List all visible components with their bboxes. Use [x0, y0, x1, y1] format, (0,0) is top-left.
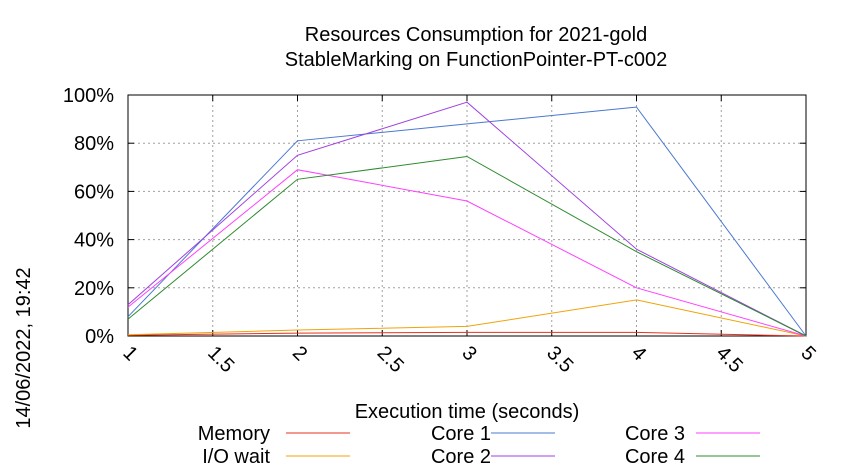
x-tick-label: 3.5: [542, 342, 577, 377]
chart-title-line1: Resources Consumption for 2021-gold: [305, 24, 647, 46]
legend-label-core-1: Core 1: [431, 423, 491, 445]
timestamp-label: 14/06/2022, 19:42: [13, 267, 35, 428]
legend-label-core-2: Core 2: [431, 446, 491, 468]
legend-label-core-4: Core 4: [625, 446, 685, 468]
x-axis-label: Execution time (seconds): [355, 401, 580, 423]
series-line-memory: [127, 331, 807, 337]
x-tick-label: 4: [627, 342, 650, 365]
series-line-core-3: [127, 169, 807, 337]
y-tick-label: 100%: [63, 85, 114, 107]
chart-title-line2: StableMarking on FunctionPointer-PT-c002: [285, 49, 667, 71]
series-layer: [127, 101, 807, 337]
y-tick-label: 60%: [74, 181, 114, 203]
x-tick-label: 5: [796, 342, 819, 365]
y-tick-label: 40%: [74, 230, 114, 252]
x-tick-label: 1.5: [203, 342, 238, 377]
legend-label-memory: Memory: [198, 423, 270, 445]
series-line-i-o-wait: [127, 299, 807, 337]
x-tick-label: 2.5: [373, 342, 408, 377]
x-tick-label: 3: [457, 342, 480, 365]
x-tick-label: 1: [118, 342, 141, 365]
series-line-core-2: [127, 101, 807, 337]
y-tick-label: 0%: [85, 326, 114, 348]
x-tick-label: 2: [288, 342, 311, 365]
x-tick-label: 4.5: [712, 342, 747, 377]
y-tick-label: 80%: [74, 133, 114, 155]
legend-label-i-o-wait: I/O wait: [202, 446, 270, 468]
y-tick-label: 20%: [74, 278, 114, 300]
legend-label-core-3: Core 3: [625, 423, 685, 445]
series-line-core-1: [127, 106, 807, 337]
series-line-core-4: [127, 155, 807, 337]
grid-layer: [128, 95, 806, 336]
